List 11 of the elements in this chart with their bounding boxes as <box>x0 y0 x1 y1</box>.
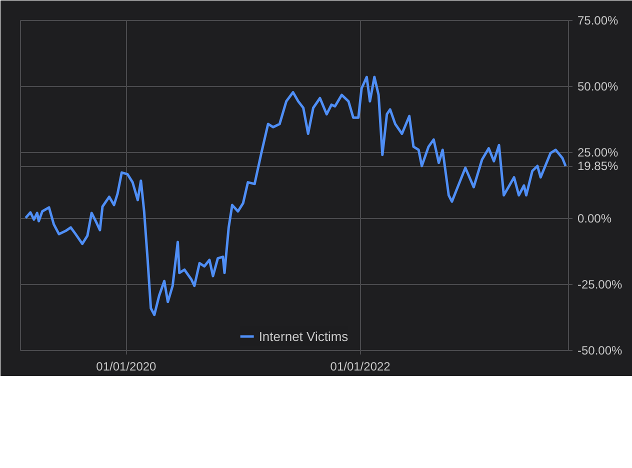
y-tick-label: 0.00% <box>578 212 612 226</box>
legend-label: Internet Victims <box>258 328 348 344</box>
x-tick-label: 01/01/2020 <box>96 360 157 374</box>
y-tick-label: 50.00% <box>578 80 619 94</box>
y-tick-label: -25.00% <box>578 278 623 292</box>
y-tick-label: 19.85% <box>578 159 619 174</box>
y-tick-label: 75.00% <box>578 14 619 28</box>
x-tick-label: 01/01/2022 <box>330 360 391 374</box>
y-tick-label: 25.00% <box>578 146 619 160</box>
line-series <box>24 76 567 316</box>
y-tick-label: -50.00% <box>578 344 623 358</box>
